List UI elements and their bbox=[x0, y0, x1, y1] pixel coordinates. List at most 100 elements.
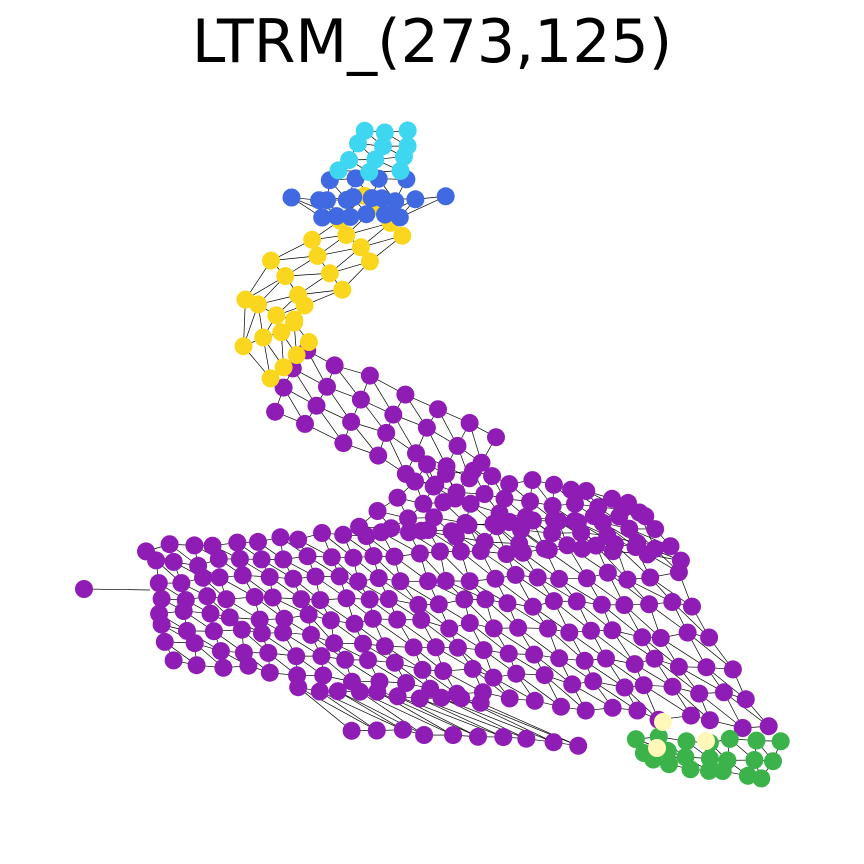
node bbox=[272, 323, 291, 342]
node bbox=[298, 547, 317, 566]
edge bbox=[590, 630, 635, 665]
node bbox=[475, 532, 494, 551]
node bbox=[377, 423, 396, 442]
edge bbox=[654, 658, 700, 694]
node bbox=[313, 208, 332, 227]
node bbox=[325, 356, 344, 375]
node bbox=[360, 163, 379, 182]
node bbox=[152, 589, 171, 608]
node bbox=[262, 251, 280, 270]
node bbox=[476, 590, 495, 609]
node bbox=[512, 520, 530, 539]
node bbox=[271, 528, 290, 547]
node bbox=[472, 453, 491, 472]
node bbox=[267, 306, 286, 325]
node bbox=[446, 527, 465, 546]
node bbox=[397, 674, 416, 692]
edge bbox=[643, 684, 692, 716]
node bbox=[669, 657, 688, 676]
node bbox=[296, 414, 314, 433]
node bbox=[636, 507, 655, 526]
node bbox=[337, 589, 356, 608]
node bbox=[164, 651, 183, 670]
node bbox=[360, 366, 379, 385]
node bbox=[604, 542, 622, 561]
node bbox=[723, 660, 742, 679]
node bbox=[209, 549, 228, 568]
node bbox=[155, 632, 174, 651]
node bbox=[576, 701, 595, 720]
node bbox=[487, 428, 505, 447]
node bbox=[311, 591, 330, 610]
node bbox=[460, 614, 479, 632]
node bbox=[663, 677, 682, 696]
node bbox=[322, 548, 341, 567]
node bbox=[399, 509, 418, 528]
node bbox=[369, 569, 388, 588]
node bbox=[360, 590, 379, 609]
node bbox=[187, 656, 206, 675]
node bbox=[474, 641, 493, 660]
node bbox=[307, 396, 326, 415]
node bbox=[654, 713, 672, 731]
node bbox=[452, 689, 471, 708]
node bbox=[337, 190, 356, 209]
node bbox=[535, 666, 554, 685]
node bbox=[350, 682, 369, 701]
node bbox=[393, 720, 412, 739]
edge bbox=[723, 691, 769, 727]
node bbox=[412, 610, 431, 629]
node bbox=[254, 328, 273, 347]
node bbox=[308, 246, 327, 265]
node bbox=[174, 602, 193, 620]
node bbox=[567, 592, 586, 611]
node bbox=[318, 191, 336, 210]
node bbox=[406, 190, 425, 209]
node bbox=[418, 455, 436, 474]
node bbox=[396, 464, 415, 483]
node bbox=[663, 593, 682, 611]
node bbox=[334, 525, 353, 544]
edge bbox=[359, 691, 425, 736]
node bbox=[318, 377, 336, 396]
node bbox=[391, 572, 410, 591]
node bbox=[249, 532, 267, 551]
node bbox=[252, 550, 271, 569]
node bbox=[363, 609, 382, 628]
node bbox=[393, 226, 412, 245]
node bbox=[346, 169, 365, 188]
edge bbox=[687, 632, 734, 670]
node bbox=[752, 769, 771, 788]
node bbox=[495, 489, 514, 508]
node bbox=[558, 536, 577, 555]
node bbox=[544, 510, 563, 529]
node bbox=[274, 378, 293, 397]
node bbox=[700, 711, 719, 730]
node bbox=[349, 572, 368, 591]
node bbox=[517, 729, 536, 748]
node bbox=[152, 615, 171, 634]
node bbox=[499, 644, 518, 663]
node bbox=[641, 568, 660, 587]
node bbox=[220, 608, 239, 627]
node bbox=[368, 502, 387, 520]
node bbox=[398, 121, 417, 140]
node bbox=[349, 134, 367, 153]
node bbox=[275, 609, 294, 628]
node bbox=[325, 634, 344, 653]
node bbox=[147, 551, 166, 570]
node bbox=[330, 567, 349, 586]
nodes bbox=[75, 121, 790, 788]
node bbox=[573, 539, 592, 558]
node bbox=[451, 542, 470, 561]
node bbox=[217, 590, 236, 609]
node bbox=[375, 637, 394, 656]
node bbox=[284, 569, 303, 588]
node bbox=[615, 596, 634, 614]
node bbox=[232, 620, 251, 639]
node bbox=[628, 533, 647, 552]
node bbox=[429, 400, 447, 419]
node bbox=[432, 688, 451, 707]
node bbox=[410, 689, 429, 708]
